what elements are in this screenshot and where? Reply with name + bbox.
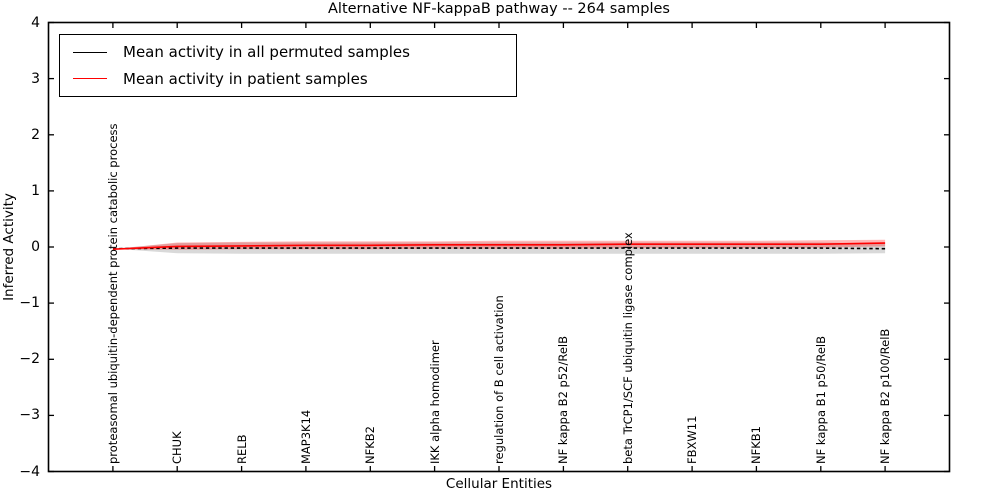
x-tick-label: RELB — [234, 434, 249, 464]
y-tick-label: 2 — [31, 126, 40, 143]
y-tick-label: 1 — [31, 182, 40, 199]
x-tick-label: CHUK — [170, 431, 185, 464]
y-tick-label: 0 — [31, 239, 40, 255]
legend-entry-patient: Mean activity in patient samples — [60, 70, 516, 88]
y-tick-label: −1 — [19, 295, 40, 312]
x-tick-label: NFKB2 — [363, 426, 378, 464]
y-tick-label: −2 — [19, 351, 40, 368]
x-tick-label: NF kappa B1 p50/RelB — [813, 336, 828, 464]
x-tick-label: NF kappa B2 p100/RelB — [878, 328, 893, 464]
y-tick-label: −3 — [19, 407, 40, 424]
x-tick-label: IKK alpha homodimer — [427, 340, 442, 464]
legend-entry-permuted: Mean activity in all permuted samples — [60, 43, 516, 61]
legend-line-black — [73, 51, 107, 53]
x-tick-label: NFKB1 — [749, 426, 764, 464]
x-tick-label: MAP3K14 — [298, 409, 313, 464]
x-tick-label: beta TrCP1/SCF ubiquitin ligase complex — [620, 232, 635, 464]
series-line — [112, 247, 886, 250]
series-line — [112, 242, 886, 250]
legend-line-red — [73, 78, 107, 80]
plot-title: Alternative NF-kappaB pathway -- 264 sam… — [328, 1, 670, 17]
legend-label: Mean activity in patient samples — [123, 69, 368, 88]
x-tick-label: regulation of B cell activation — [492, 295, 506, 464]
y-tick-label: −4 — [19, 463, 40, 480]
y-tick-label: 4 — [31, 14, 40, 31]
x-tick-label: NF kappa B2 p52/RelB — [556, 336, 571, 464]
x-axis-label: Cellular Entities — [445, 476, 553, 492]
legend: Mean activity in all permuted samples Me… — [59, 34, 517, 97]
legend-label: Mean activity in all permuted samples — [123, 43, 410, 62]
y-tick-label: 3 — [31, 70, 40, 87]
x-tick-label: proteasomal ubiquitin-dependent protein … — [105, 123, 120, 464]
x-tick-label: FBXW11 — [685, 415, 700, 464]
